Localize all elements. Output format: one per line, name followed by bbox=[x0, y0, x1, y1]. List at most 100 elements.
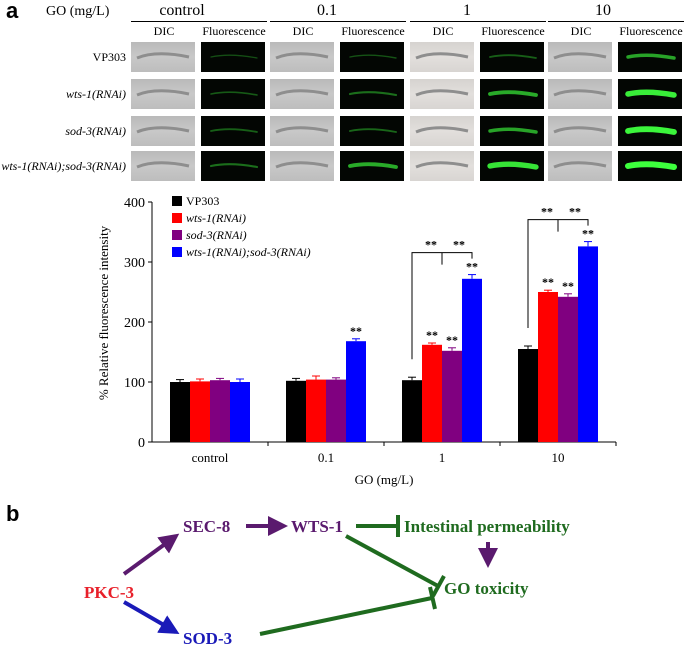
significance-label: ** bbox=[426, 328, 438, 342]
fluorescence-image bbox=[618, 79, 682, 109]
y-tick-label: 200 bbox=[124, 316, 145, 331]
node-wts1: WTS-1 bbox=[291, 517, 343, 536]
fluorescence-image bbox=[340, 42, 404, 72]
x-tick-label: 1 bbox=[439, 450, 446, 465]
dic-image bbox=[548, 116, 612, 146]
dic-image bbox=[270, 79, 334, 109]
pathway-diagram: PKC-3 SEC-8 WTS-1 SOD-3 Intestinal perme… bbox=[84, 515, 570, 646]
bar bbox=[558, 296, 578, 442]
fluorescence-image bbox=[201, 42, 265, 72]
fluorescence-image bbox=[480, 151, 544, 181]
fluorescence-image bbox=[340, 79, 404, 109]
x-axis-label: GO (mg/L) bbox=[355, 472, 414, 487]
y-tick-label: 100 bbox=[124, 376, 145, 391]
y-tick-label: 0 bbox=[138, 436, 145, 451]
group-divider bbox=[270, 21, 406, 22]
fluorescence-image bbox=[480, 116, 544, 146]
inhibit-wts1-tox-bar bbox=[431, 575, 446, 597]
y-axis-label: % Relative fluorescence intensity bbox=[96, 225, 111, 400]
bar bbox=[210, 380, 230, 442]
fluorescence-image bbox=[480, 79, 544, 109]
inhibit-sod3-tox-bar bbox=[428, 586, 437, 610]
fluorescence-image bbox=[201, 79, 265, 109]
dic-image bbox=[410, 79, 474, 109]
group-divider bbox=[410, 21, 546, 22]
bar bbox=[346, 341, 366, 442]
node-pkc3: PKC-3 bbox=[84, 583, 134, 602]
dic-image bbox=[270, 151, 334, 181]
row-label: sod-3(RNAi) bbox=[65, 124, 126, 138]
y-tick-label: 300 bbox=[124, 256, 145, 271]
fluorescence-image bbox=[201, 116, 265, 146]
row-label: wts-1(RNAi) bbox=[66, 87, 126, 101]
bar bbox=[326, 379, 346, 442]
dic-image bbox=[131, 79, 195, 109]
node-sec8: SEC-8 bbox=[183, 517, 230, 536]
significance-label: ** bbox=[446, 333, 458, 347]
fluorescence-image bbox=[480, 42, 544, 72]
legend-label: VP303 bbox=[186, 194, 219, 208]
legend-label: wts-1(RNAi) bbox=[186, 211, 246, 225]
legend-swatch bbox=[172, 196, 182, 206]
dic-image bbox=[410, 42, 474, 72]
bar bbox=[230, 382, 250, 442]
significance-label: ** bbox=[542, 275, 554, 289]
group-divider bbox=[548, 21, 684, 22]
dic-image bbox=[548, 79, 612, 109]
x-tick-label: 0.1 bbox=[318, 450, 334, 465]
bar bbox=[422, 344, 442, 442]
fluorescence-image bbox=[340, 116, 404, 146]
legend-swatch bbox=[172, 230, 182, 240]
node-intestinal-permeability: Intestinal permeability bbox=[404, 517, 570, 536]
bar-chart: % Relative fluorescence intensity GO (mg… bbox=[96, 194, 617, 487]
panel-b-label: b bbox=[6, 501, 20, 526]
bar bbox=[442, 350, 462, 442]
group-header: control bbox=[159, 2, 205, 19]
legend-swatch bbox=[172, 213, 182, 223]
comparison-label: ** bbox=[453, 238, 465, 252]
dic-image bbox=[131, 42, 195, 72]
legend-label: wts-1(RNAi);sod-3(RNAi) bbox=[186, 245, 311, 259]
bar bbox=[518, 349, 538, 442]
dic-image bbox=[548, 151, 612, 181]
fluorescence-image bbox=[618, 151, 682, 181]
col-label-fluorescence: Fluorescence bbox=[619, 24, 683, 38]
group-header: 0.1 bbox=[317, 2, 337, 19]
bar bbox=[578, 246, 598, 442]
comparison-label: ** bbox=[541, 205, 553, 219]
node-go-toxicity: GO toxicity bbox=[444, 579, 529, 598]
col-label-dic: DIC bbox=[432, 24, 454, 38]
dic-image bbox=[131, 151, 195, 181]
fluorescence-image bbox=[618, 116, 682, 146]
legend-label: sod-3(RNAi) bbox=[186, 228, 247, 242]
group-divider bbox=[131, 21, 267, 22]
bar bbox=[462, 278, 482, 442]
legend-swatch bbox=[172, 247, 182, 257]
bar bbox=[538, 292, 558, 442]
y-tick-label: 400 bbox=[124, 196, 145, 211]
bar bbox=[190, 381, 210, 442]
row-label: VP303 bbox=[92, 50, 126, 64]
inhibit-sod3-tox bbox=[259, 596, 433, 636]
fluorescence-image bbox=[201, 151, 265, 181]
col-label-fluorescence: Fluorescence bbox=[202, 24, 266, 38]
row-label: wts-1(RNAi);sod-3(RNAi) bbox=[1, 159, 126, 173]
comparison-label: ** bbox=[569, 205, 581, 219]
node-sod3: SOD-3 bbox=[183, 629, 232, 646]
col-label-fluorescence: Fluorescence bbox=[341, 24, 405, 38]
go-header: GO (mg/L) bbox=[46, 4, 110, 19]
col-label-dic: DIC bbox=[570, 24, 592, 38]
arrow-pkc3-sec8 bbox=[122, 533, 180, 576]
dic-image bbox=[270, 116, 334, 146]
col-label-dic: DIC bbox=[292, 24, 314, 38]
significance-label: ** bbox=[582, 227, 594, 241]
dic-image bbox=[410, 151, 474, 181]
col-label-dic: DIC bbox=[153, 24, 175, 38]
bar bbox=[402, 380, 422, 442]
dic-image bbox=[410, 116, 474, 146]
inhibit-wts1-tox bbox=[345, 534, 439, 588]
dic-image bbox=[131, 116, 195, 146]
comparison-label: ** bbox=[425, 238, 437, 252]
col-label-fluorescence: Fluorescence bbox=[481, 24, 545, 38]
bar bbox=[286, 380, 306, 442]
